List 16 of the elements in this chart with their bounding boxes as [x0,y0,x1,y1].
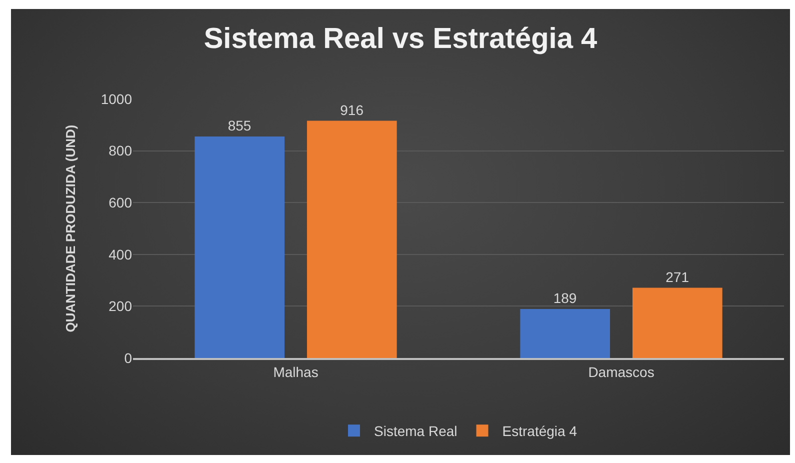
y-tick-label: 800 [108,142,132,159]
x-tick-label: Malhas [273,364,318,380]
y-tick-label: 400 [108,246,132,262]
x-tick-label: Damascos [588,364,654,380]
data-label: 855 [228,118,252,134]
data-label: 271 [666,268,690,285]
legend-label: Estratégia 4 [502,423,578,440]
y-tick-label: 200 [108,298,132,314]
legend-label: Sistema Real [374,423,458,440]
y-axis-title: QUANTIDADE PRODUZIDA (UND) [62,124,78,332]
chart-title: Sistema Real vs Estratégia 4 [204,23,598,56]
y-tick-label: 600 [108,194,132,210]
data-label: 189 [553,290,577,306]
y-tick-label: 0 [124,350,132,366]
y-tick-label: 1000 [100,90,132,107]
data-label: 916 [340,102,364,118]
